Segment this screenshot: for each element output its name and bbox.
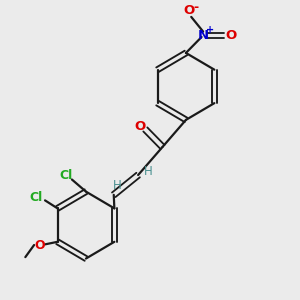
Text: N: N (198, 29, 209, 42)
Text: O: O (183, 4, 194, 17)
Text: Cl: Cl (59, 169, 72, 182)
Text: +: + (206, 25, 214, 35)
Text: O: O (134, 120, 145, 133)
Text: Cl: Cl (30, 191, 43, 204)
Text: H: H (144, 165, 152, 178)
Text: O: O (225, 29, 236, 42)
Text: -: - (193, 1, 198, 14)
Text: H: H (112, 179, 121, 192)
Text: O: O (34, 238, 45, 251)
